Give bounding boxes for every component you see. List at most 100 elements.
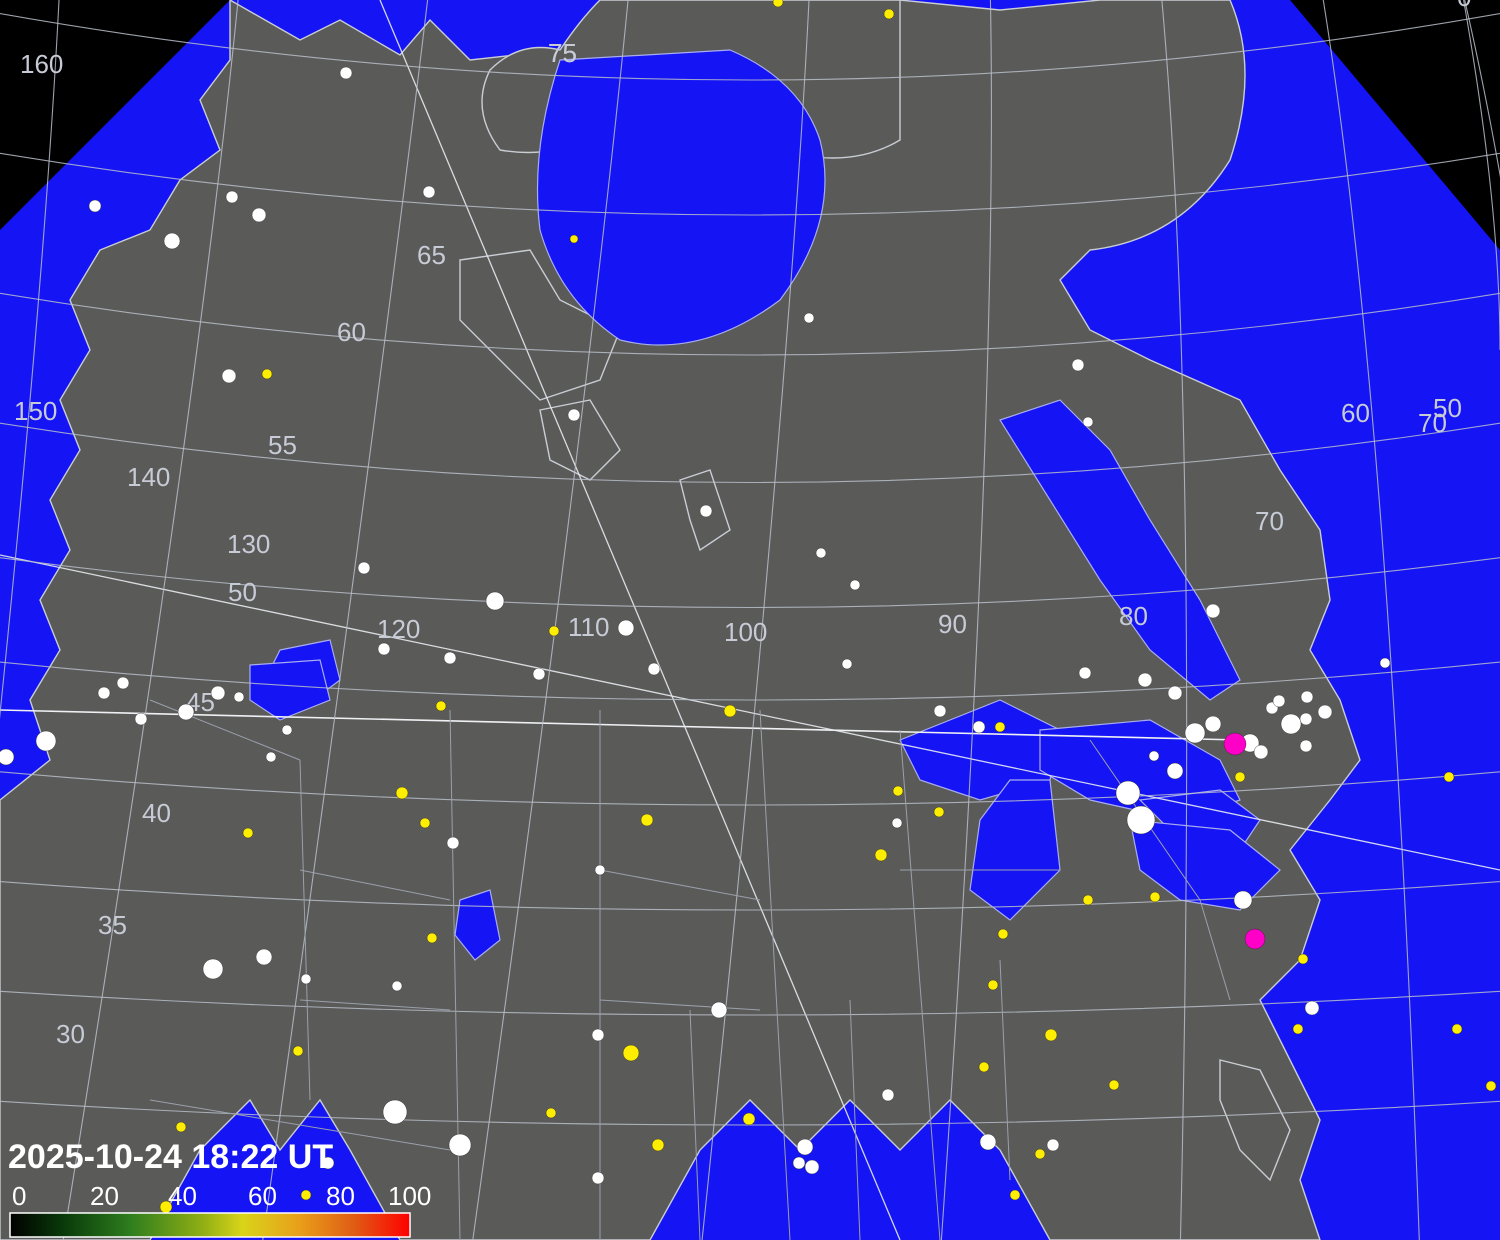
station-white-36[interactable] — [178, 704, 194, 720]
station-white-33[interactable] — [444, 652, 456, 664]
station-white-16[interactable] — [358, 562, 370, 574]
station-white-38[interactable] — [117, 677, 129, 689]
station-white-70[interactable] — [793, 1157, 805, 1169]
station-yellow-33[interactable] — [743, 1113, 755, 1125]
station-yellow-14[interactable] — [243, 828, 253, 838]
station-magenta-0[interactable] — [1224, 733, 1246, 755]
station-white-28[interactable] — [1205, 716, 1221, 732]
station-white-23[interactable] — [934, 705, 946, 717]
station-yellow-12[interactable] — [884, 9, 894, 19]
station-white-46[interactable] — [1149, 751, 1159, 761]
station-white-61[interactable] — [301, 974, 311, 984]
station-magenta-1[interactable] — [1245, 929, 1265, 949]
station-yellow-24[interactable] — [546, 1108, 556, 1118]
station-white-3[interactable] — [340, 67, 352, 79]
station-white-0[interactable] — [89, 200, 101, 212]
station-yellow-4[interactable] — [724, 705, 736, 717]
station-yellow-29[interactable] — [1452, 1024, 1462, 1034]
station-white-12[interactable] — [1206, 604, 1220, 618]
station-white-35[interactable] — [234, 692, 244, 702]
station-white-4[interactable] — [226, 191, 238, 203]
station-yellow-27[interactable] — [1035, 1149, 1045, 1159]
station-white-10[interactable] — [700, 505, 712, 517]
station-yellow-34[interactable] — [176, 1122, 186, 1132]
station-white-13[interactable] — [1083, 417, 1093, 427]
station-white-19[interactable] — [378, 643, 390, 655]
station-white-52[interactable] — [1301, 691, 1313, 703]
station-white-42[interactable] — [282, 725, 292, 735]
station-white-71[interactable] — [805, 1160, 819, 1174]
station-white-59[interactable] — [392, 981, 402, 991]
station-yellow-16[interactable] — [1150, 892, 1160, 902]
station-yellow-17[interactable] — [1298, 954, 1308, 964]
station-white-9[interactable] — [568, 409, 580, 421]
station-white-68[interactable] — [1305, 1001, 1319, 1015]
station-white-48[interactable] — [1127, 806, 1155, 834]
station-yellow-15[interactable] — [1444, 772, 1454, 782]
station-white-44[interactable] — [1185, 723, 1205, 743]
station-white-66[interactable] — [980, 1134, 996, 1150]
station-yellow-31[interactable] — [988, 980, 998, 990]
station-white-14[interactable] — [816, 548, 826, 558]
station-yellow-19[interactable] — [998, 929, 1008, 939]
station-white-7[interactable] — [222, 369, 236, 383]
station-white-37[interactable] — [135, 713, 147, 725]
station-yellow-11[interactable] — [995, 722, 1005, 732]
station-white-1[interactable] — [164, 233, 180, 249]
station-white-67[interactable] — [711, 1002, 727, 1018]
station-white-11[interactable] — [1072, 359, 1084, 371]
station-white-58[interactable] — [592, 1029, 604, 1041]
station-white-2[interactable] — [252, 208, 266, 222]
station-white-24[interactable] — [973, 721, 985, 733]
station-yellow-7[interactable] — [641, 814, 653, 826]
station-white-27[interactable] — [1168, 686, 1182, 700]
station-yellow-30[interactable] — [1045, 1029, 1057, 1041]
station-yellow-8[interactable] — [893, 786, 903, 796]
station-white-72[interactable] — [592, 1172, 604, 1184]
station-yellow-23[interactable] — [293, 1046, 303, 1056]
station-white-51[interactable] — [1273, 695, 1285, 707]
station-white-57[interactable] — [892, 818, 902, 828]
station-yellow-13[interactable] — [420, 818, 430, 828]
station-white-40[interactable] — [36, 731, 56, 751]
station-yellow-28[interactable] — [1293, 1024, 1303, 1034]
station-white-20[interactable] — [533, 668, 545, 680]
station-white-6[interactable] — [266, 752, 276, 762]
station-white-43[interactable] — [211, 686, 225, 700]
station-white-63[interactable] — [383, 1100, 407, 1124]
station-white-54[interactable] — [1234, 891, 1252, 909]
station-white-39[interactable] — [98, 687, 110, 699]
station-yellow-6[interactable] — [1235, 772, 1245, 782]
station-white-18[interactable] — [486, 592, 504, 610]
station-white-17[interactable] — [618, 620, 634, 636]
station-white-47[interactable] — [1116, 781, 1140, 805]
station-yellow-20[interactable] — [1109, 1080, 1119, 1090]
station-yellow-9[interactable] — [934, 807, 944, 817]
station-white-53[interactable] — [1318, 705, 1332, 719]
station-white-73[interactable] — [1047, 1139, 1059, 1151]
station-yellow-1[interactable] — [262, 369, 272, 379]
station-yellow-22[interactable] — [623, 1045, 639, 1061]
station-yellow-36[interactable] — [652, 1139, 664, 1151]
station-white-21[interactable] — [648, 663, 660, 675]
station-white-30[interactable] — [1281, 714, 1301, 734]
station-yellow-32[interactable] — [1486, 1081, 1496, 1091]
station-white-8[interactable] — [804, 313, 814, 323]
station-white-15[interactable] — [850, 580, 860, 590]
station-yellow-25[interactable] — [979, 1062, 989, 1072]
station-white-5[interactable] — [423, 186, 435, 198]
station-white-55[interactable] — [447, 837, 459, 849]
station-white-64[interactable] — [449, 1134, 471, 1156]
station-white-26[interactable] — [1138, 673, 1152, 687]
station-yellow-5[interactable] — [396, 787, 408, 799]
station-white-65[interactable] — [797, 1139, 813, 1155]
station-white-60[interactable] — [256, 949, 272, 965]
station-white-41[interactable] — [0, 749, 14, 765]
station-white-32[interactable] — [1300, 740, 1312, 752]
station-white-31[interactable] — [1300, 713, 1312, 725]
station-yellow-26[interactable] — [1083, 895, 1093, 905]
station-yellow-21[interactable] — [427, 933, 437, 943]
station-yellow-18[interactable] — [875, 849, 887, 861]
station-yellow-35[interactable] — [1010, 1190, 1020, 1200]
station-white-74[interactable] — [882, 1089, 894, 1101]
